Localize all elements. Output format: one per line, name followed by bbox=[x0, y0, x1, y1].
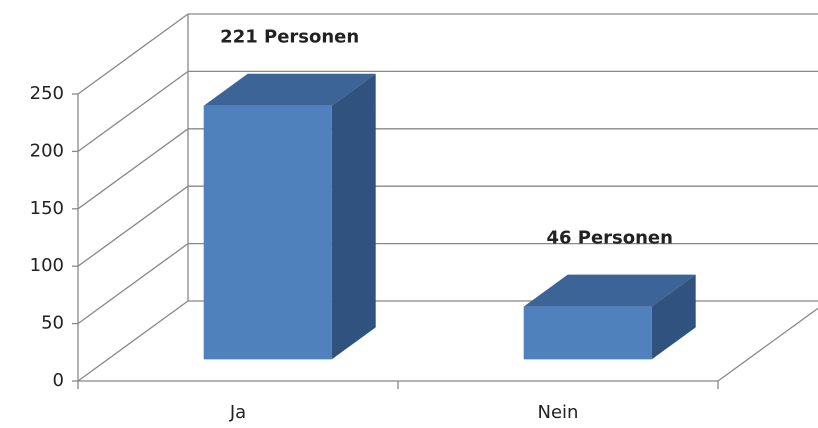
y-tick-label: 150 bbox=[30, 198, 64, 219]
grid-line bbox=[77, 128, 189, 210]
bar-side bbox=[651, 274, 696, 360]
y-tick-label: 200 bbox=[30, 140, 64, 161]
value-label: 221 Personen bbox=[220, 27, 359, 48]
y-tick-label: 50 bbox=[41, 313, 64, 334]
bar-top bbox=[523, 274, 696, 307]
grid-line bbox=[77, 13, 189, 95]
x-tick-label: Ja bbox=[229, 402, 246, 423]
y-tick-label: 250 bbox=[30, 83, 64, 104]
grid-line bbox=[77, 185, 189, 267]
y-tick-label: 100 bbox=[30, 255, 64, 276]
grid-line bbox=[77, 70, 189, 152]
bar-top bbox=[203, 73, 376, 106]
y-tick-label: 0 bbox=[53, 370, 64, 391]
value-label: 46 Personen bbox=[546, 228, 673, 249]
floor-edge bbox=[717, 307, 818, 382]
x-tick-label: Nein bbox=[538, 402, 579, 423]
bar-side bbox=[331, 73, 376, 360]
bar bbox=[203, 105, 332, 360]
bar bbox=[523, 306, 652, 360]
grid-line bbox=[77, 300, 189, 382]
grid-line bbox=[77, 243, 189, 325]
